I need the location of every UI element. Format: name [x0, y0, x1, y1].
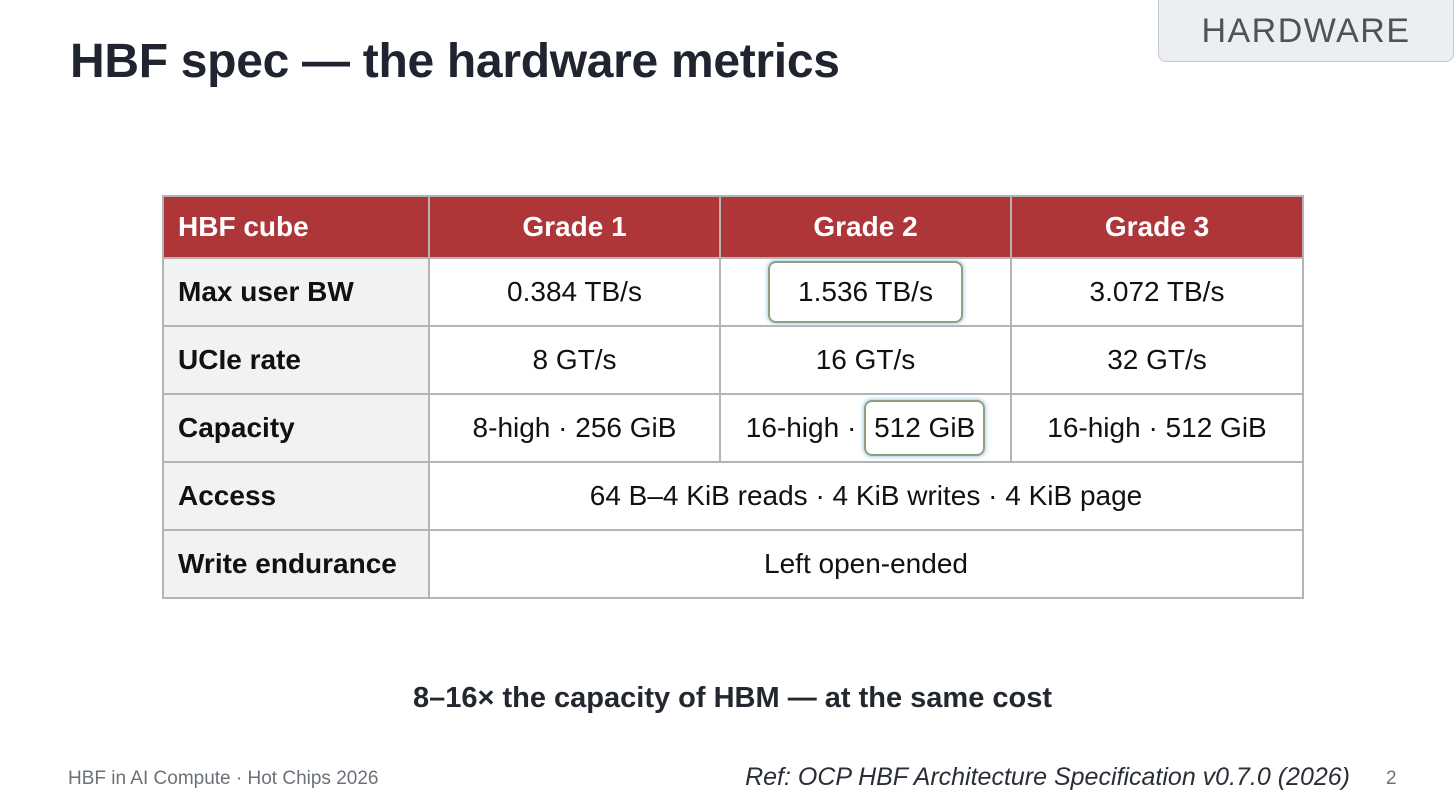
- cell-ucie-grade-3: 32 GT/s: [1010, 325, 1304, 395]
- capacity-grade-2-stack: 16-high ·: [745, 412, 865, 444]
- cell-ucie-grade-2: 16 GT/s: [719, 325, 1012, 395]
- table-row-ucie-rate: UCIe rate 8 GT/s 16 GT/s 32 GT/s: [162, 325, 1304, 395]
- highlight-box-capacity-grade-2: 512 GiB: [864, 400, 986, 456]
- header-grade-2: Grade 2: [719, 195, 1012, 259]
- table-row-write-endurance: Write endurance Left open-ended: [162, 529, 1304, 599]
- header-hbf-cube: HBF cube: [162, 195, 430, 259]
- highlight-box-bw-grade-2: 1.536 TB/s: [768, 261, 963, 323]
- cell-bw-grade-1: 0.384 TB/s: [428, 257, 721, 327]
- page-number: 2: [1386, 768, 1397, 789]
- cell-bw-grade-2: 1.536 TB/s: [719, 257, 1012, 327]
- footer-reference: Ref: OCP HBF Architecture Specification …: [745, 763, 1350, 791]
- cell-write-endurance-all-grades: Left open-ended: [428, 529, 1304, 599]
- spec-table: HBF cube Grade 1 Grade 2 Grade 3 Max use…: [162, 195, 1304, 599]
- footer-talk-title: HBF in AI Compute · Hot Chips 2026: [68, 768, 379, 789]
- row-label-ucie-rate: UCIe rate: [162, 325, 430, 395]
- cell-capacity-grade-1: 8-high · 256 GiB: [428, 393, 721, 463]
- table-row-max-user-bw: Max user BW 0.384 TB/s 1.536 TB/s 3.072 …: [162, 257, 1304, 327]
- row-label-write-endurance: Write endurance: [162, 529, 430, 599]
- table-row-capacity: Capacity 8-high · 256 GiB 16-high · 512 …: [162, 393, 1304, 463]
- header-grade-3: Grade 3: [1010, 195, 1304, 259]
- row-label-max-user-bw: Max user BW: [162, 257, 430, 327]
- cell-capacity-grade-2: 16-high · 512 GiB: [719, 393, 1012, 463]
- table-header-row: HBF cube Grade 1 Grade 2 Grade 3: [162, 195, 1304, 259]
- table-row-access: Access 64 B–4 KiB reads · 4 KiB writes ·…: [162, 461, 1304, 531]
- cell-bw-grade-3: 3.072 TB/s: [1010, 257, 1304, 327]
- section-tag: HARDWARE: [1158, 0, 1454, 62]
- cell-ucie-grade-1: 8 GT/s: [428, 325, 721, 395]
- cell-access-all-grades: 64 B–4 KiB reads · 4 KiB writes · 4 KiB …: [428, 461, 1304, 531]
- slide-title: HBF spec — the hardware metrics: [70, 35, 840, 88]
- cell-capacity-grade-3: 16-high · 512 GiB: [1010, 393, 1304, 463]
- row-label-access: Access: [162, 461, 430, 531]
- row-label-capacity: Capacity: [162, 393, 430, 463]
- slide-tagline: 8–16× the capacity of HBM — at the same …: [412, 682, 1053, 714]
- header-grade-1: Grade 1: [428, 195, 721, 259]
